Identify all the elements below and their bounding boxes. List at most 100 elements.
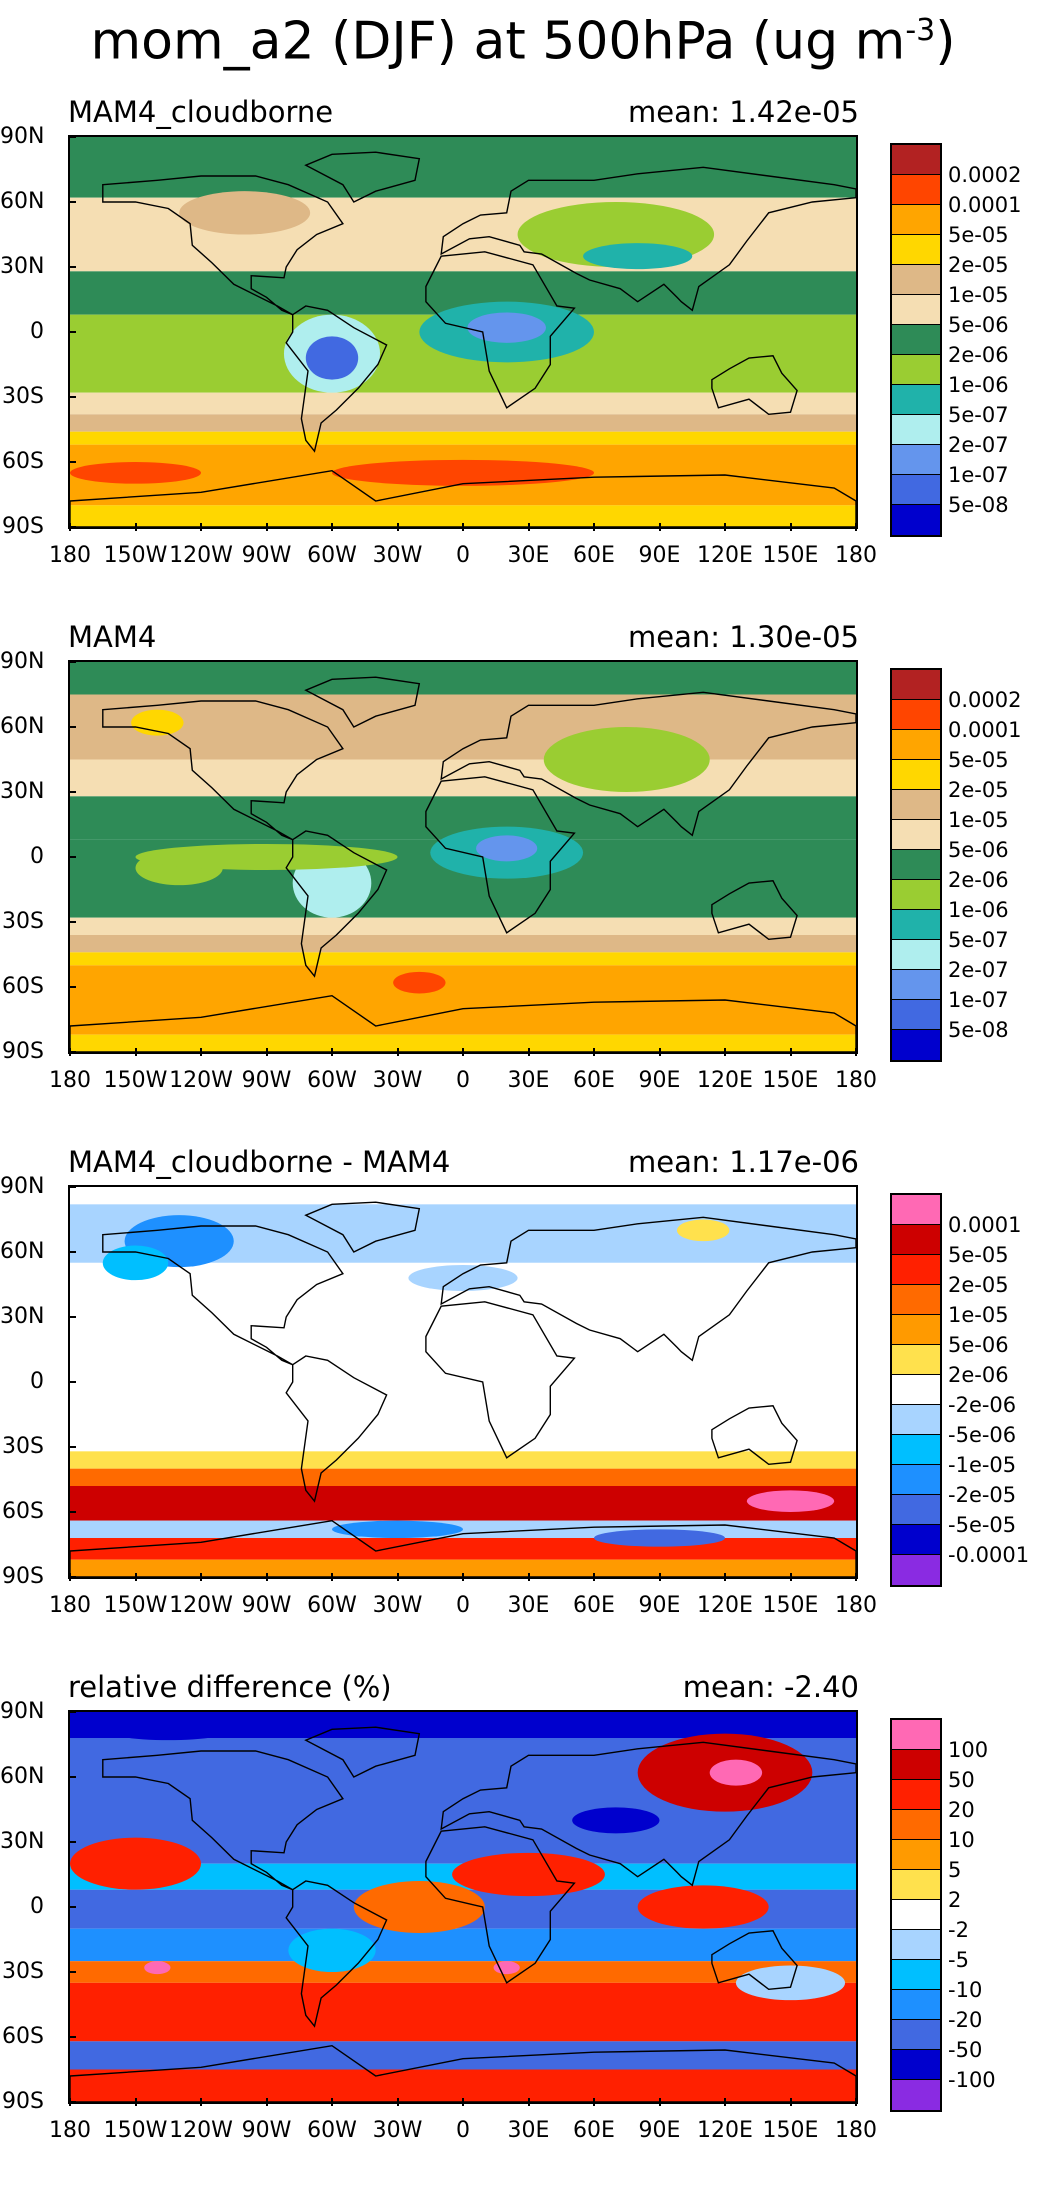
contour-region <box>467 312 546 343</box>
x-tick <box>134 523 137 531</box>
y-tick-label: 90S <box>2 1564 44 1589</box>
coastline <box>711 1930 798 1991</box>
y-tick <box>68 1381 76 1383</box>
colorbar-label: 0.0001 <box>948 718 1022 742</box>
contour-band <box>70 392 856 415</box>
x-tick <box>658 1048 661 1056</box>
x-tick-label: 90W <box>241 1068 292 1093</box>
x-tick <box>855 1048 857 1056</box>
map-plot-area <box>68 1185 858 1579</box>
contour-region <box>305 336 359 380</box>
contour-band <box>70 1295 856 1452</box>
colorbar-label: 2 <box>948 1888 962 1912</box>
contour-region <box>594 1529 725 1547</box>
colorbar-label: 2e-06 <box>948 1363 1009 1387</box>
coastline <box>425 1301 576 1459</box>
contour-region <box>543 727 710 792</box>
contour-region <box>583 243 693 270</box>
x-tick-label: 60W <box>307 1593 357 1618</box>
colorbar-swatch <box>892 670 940 700</box>
x-tick-label: 150W <box>103 1593 168 1618</box>
colorbar-label: 50 <box>948 1768 975 1792</box>
colorbar-label: -50 <box>948 2038 983 2062</box>
colorbar-swatch <box>892 1750 940 1780</box>
colorbar-swatch <box>892 2020 940 2050</box>
y-tick <box>68 1316 76 1318</box>
colorbar-swatch <box>892 175 940 205</box>
colorbar-label: 1e-05 <box>948 808 1009 832</box>
y-tick-label: 90N <box>0 1699 45 1724</box>
y-tick <box>68 791 76 793</box>
colorbar-swatch <box>892 880 940 910</box>
colorbar-swatch <box>892 760 940 790</box>
colorbar-swatch <box>892 940 940 970</box>
coastline <box>70 994 856 1052</box>
x-tick-label: 60W <box>307 2118 357 2143</box>
colorbar-swatch <box>892 1405 940 1435</box>
coastline <box>304 676 421 728</box>
y-tick-label: 30N <box>0 1304 45 1329</box>
colorbar-label: 5 <box>948 1858 962 1882</box>
colorbar-label: -5 <box>948 1948 969 1972</box>
y-tick-label: 30N <box>0 779 45 804</box>
contour-map <box>70 137 856 527</box>
contour-region <box>637 1885 769 1929</box>
y-tick <box>68 726 76 728</box>
contour-band <box>70 917 856 935</box>
colorbar-swatch <box>892 850 940 880</box>
x-tick-label: 180 <box>49 1593 91 1618</box>
colorbar-swatch <box>892 1525 940 1555</box>
x-tick <box>265 2098 268 2106</box>
x-tick-label: 150W <box>103 2118 168 2143</box>
x-tick-label: 150E <box>762 543 819 568</box>
colorbar-swatch <box>892 1195 940 1225</box>
x-tick <box>331 2098 333 2106</box>
x-tick-label: 150E <box>762 1593 819 1618</box>
x-tick <box>462 523 464 531</box>
colorbar-label: -100 <box>948 2068 996 2092</box>
x-tick <box>200 523 202 531</box>
contour-map <box>70 662 856 1052</box>
y-tick-label: 30S <box>2 384 44 409</box>
y-tick-label: 30S <box>2 1434 44 1459</box>
y-tick <box>68 396 76 398</box>
colorbar-label: 5e-05 <box>948 748 1009 772</box>
y-tick-label: 0 <box>30 1369 44 1394</box>
contour-region <box>476 835 538 862</box>
colorbar-swatch <box>892 145 940 175</box>
contour-region <box>102 1245 169 1281</box>
x-tick-label: 120E <box>697 1068 753 1093</box>
colorbar-label: 20 <box>948 1798 975 1822</box>
y-tick <box>68 1711 76 1713</box>
x-tick-label: 180 <box>835 543 877 568</box>
contour-region <box>102 1718 234 1741</box>
x-tick-label: 0 <box>456 2118 470 2143</box>
colorbar-label: 2e-06 <box>948 343 1009 367</box>
x-tick <box>593 2098 595 2106</box>
colorbar-label: 5e-06 <box>948 1333 1009 1357</box>
contour-band <box>70 241 856 272</box>
chart-panel-3: MAM4_cloudborne - MAM4 mean: 1.17e-06 90N 6… <box>0 1145 1046 1665</box>
x-tick-label: 90W <box>241 543 292 568</box>
x-tick <box>593 1573 595 1581</box>
figure-title: mom_a2 (DJF) at 500hPa (ug m-3) <box>90 11 956 72</box>
x-tick-label: 120W <box>169 543 233 568</box>
x-tick <box>527 2098 530 2106</box>
colorbar-swatch <box>892 730 940 760</box>
colorbar-swatch <box>892 415 940 445</box>
contour-band <box>70 2069 856 2102</box>
colorbar-label: 0.0002 <box>948 163 1022 187</box>
coastline <box>70 2044 856 2102</box>
x-tick <box>658 523 661 531</box>
y-tick-label: 60N <box>0 189 45 214</box>
contour-band <box>70 1451 856 1469</box>
x-tick-label: 150W <box>103 1068 168 1093</box>
x-tick-label: 0 <box>456 1068 470 1093</box>
contour-band <box>70 952 856 966</box>
colorbar-swatch <box>892 1780 940 1810</box>
x-tick <box>396 1573 399 1581</box>
x-tick <box>396 523 399 531</box>
y-tick-label: 90N <box>0 124 45 149</box>
x-tick <box>265 523 268 531</box>
x-tick-label: 60E <box>573 543 615 568</box>
